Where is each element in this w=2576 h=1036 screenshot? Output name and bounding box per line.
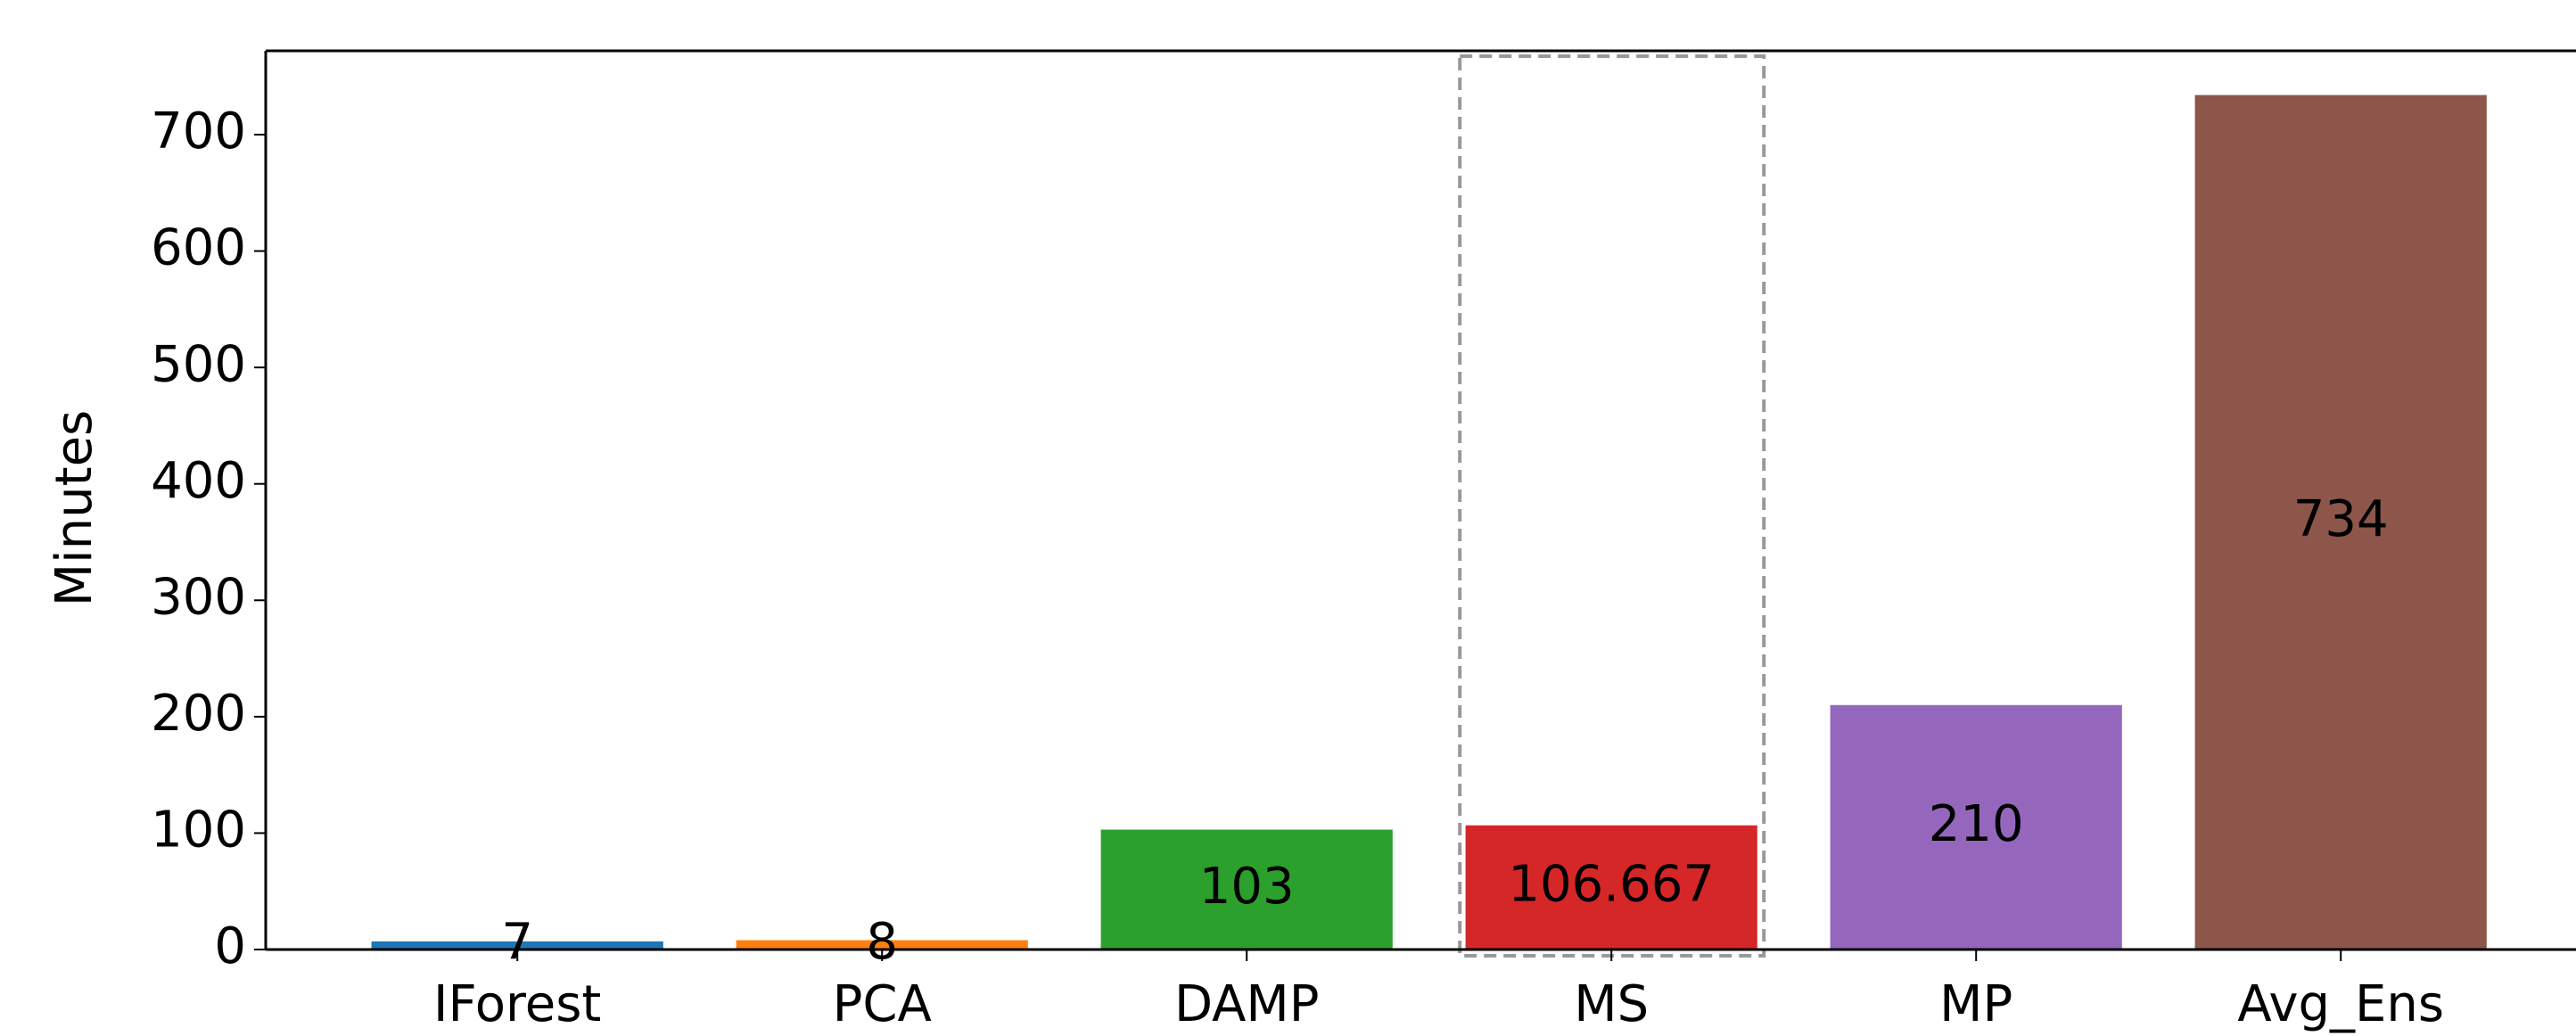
bar-label: 106.667 — [1508, 856, 1715, 914]
bar-label: 210 — [1929, 795, 2024, 853]
highlight-box — [1458, 54, 1766, 958]
x-tick-label: IForest — [433, 975, 601, 1033]
y-axis-label: Minutes — [45, 410, 103, 606]
y-tick-label: 0 — [214, 917, 246, 975]
bar — [371, 941, 663, 950]
y-tick-label: 400 — [151, 452, 246, 510]
x-tick-label: DAMP — [1174, 975, 1320, 1033]
x-tick-label: MS — [1574, 975, 1649, 1033]
bar-label: 8 — [866, 913, 898, 971]
x-tick-label: MP — [1939, 975, 2012, 1033]
bar — [1100, 829, 1393, 950]
y-tick-label: 700 — [151, 103, 246, 160]
y-tick-label: 100 — [151, 802, 246, 859]
y-tick-label: 500 — [151, 335, 246, 393]
bar — [1465, 825, 1757, 950]
y-tick-label: 600 — [151, 219, 246, 277]
bar-label: 7 — [501, 914, 533, 972]
y-tick-label: 300 — [151, 568, 246, 626]
bar-label: 103 — [1199, 858, 1295, 916]
y-tick-label: 200 — [151, 685, 246, 743]
x-tick-label: PCA — [833, 975, 932, 1033]
bar — [736, 940, 1028, 950]
bar-label: 734 — [2293, 490, 2389, 548]
x-tick-label: Avg_Ens — [2237, 975, 2444, 1033]
bar — [1830, 704, 2122, 950]
bar — [2194, 95, 2487, 950]
